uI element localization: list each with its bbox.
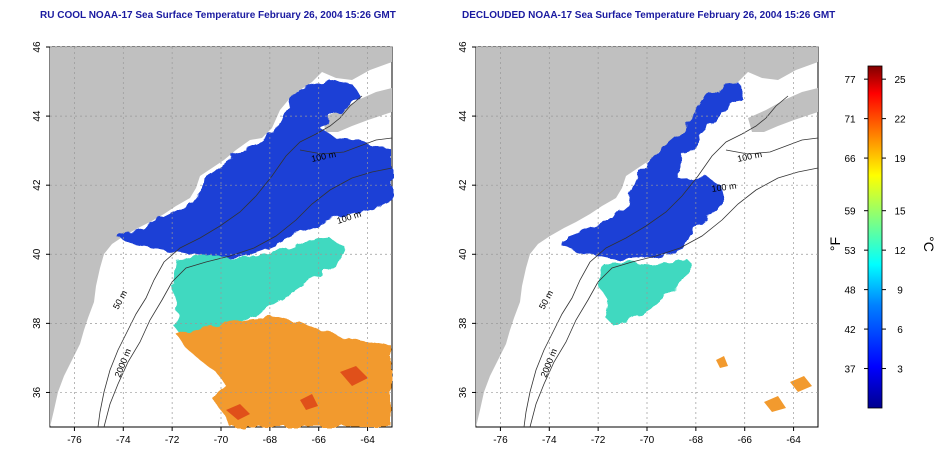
right-sst-warm-spots bbox=[716, 356, 812, 412]
colorbar-c-tick-label: 6 bbox=[897, 325, 903, 336]
left-lat-tick-label: 46 bbox=[32, 41, 43, 53]
colorbar-celsius-label: °C bbox=[921, 236, 937, 252]
right-lon-tick-label: -72 bbox=[591, 435, 606, 446]
left-nova-scotia bbox=[322, 88, 392, 132]
left-lon-tick-label: -66 bbox=[311, 435, 326, 446]
right-lat-tick-label: 44 bbox=[458, 110, 469, 122]
colorbar-c-tick-label: 22 bbox=[894, 115, 906, 126]
right-sst-cool-region bbox=[598, 258, 694, 326]
colorbar-c-tick-label: 15 bbox=[894, 207, 906, 218]
colorbar-gradient bbox=[867, 65, 883, 409]
left-lat-tick-label: 42 bbox=[32, 179, 43, 191]
right-lon-tick-label: -66 bbox=[737, 435, 752, 446]
left-contour-slope bbox=[103, 167, 393, 428]
left-panel-title: RU COOL NOAA-17 Sea Surface Temperature … bbox=[40, 10, 396, 21]
right-contour-label-100m-b: 100 m bbox=[711, 181, 737, 194]
right-lon-tick-label: -68 bbox=[689, 435, 704, 446]
right-sst-cold-region bbox=[560, 84, 742, 260]
colorbar-c-tick-label: 9 bbox=[897, 286, 903, 297]
colorbar-f-tick-label: 37 bbox=[844, 365, 856, 376]
right-contour-gulf bbox=[725, 137, 819, 155]
left-lat-tick-label: 38 bbox=[32, 317, 43, 329]
colorbar-f-tick-label: 59 bbox=[844, 207, 856, 218]
right-lon-tick-label: -74 bbox=[542, 435, 557, 446]
left-lon-tick-label: -68 bbox=[263, 435, 278, 446]
left-sst-warm-region bbox=[178, 316, 392, 427]
left-land-mass bbox=[50, 47, 392, 427]
left-contour-gulf bbox=[299, 137, 393, 155]
right-contour-shelf bbox=[523, 95, 789, 428]
colorbar-c-tick-label: 12 bbox=[894, 246, 906, 257]
right-panel-title: DECLOUDED NOAA-17 Sea Surface Temperatur… bbox=[462, 10, 836, 21]
left-sst-cool-region bbox=[172, 238, 346, 338]
right-nova-scotia bbox=[748, 88, 818, 132]
right-lat-tick-label: 40 bbox=[458, 248, 469, 260]
colorbar-f-tick-label: 66 bbox=[844, 154, 856, 165]
colorbar-f-tick-label: 77 bbox=[844, 75, 856, 86]
right-lon-tick-label: -64 bbox=[786, 435, 801, 446]
right-lat-tick-label: 38 bbox=[458, 317, 469, 329]
colorbar-f-tick-label: 71 bbox=[844, 115, 856, 126]
colorbar: 25 77 22 71 19 66 15 59 12 53 9 48 6 42 3 37 °F °C bbox=[827, 65, 937, 409]
colorbar-f-tick-label: 53 bbox=[844, 246, 856, 257]
colorbar-fahrenheit-label: °F bbox=[827, 237, 843, 251]
left-lon-tick-label: -76 bbox=[67, 435, 82, 446]
right-lon-tick-label: -76 bbox=[493, 435, 508, 446]
left-sst-cold-region bbox=[118, 80, 392, 258]
right-lat-tick-label: 42 bbox=[458, 179, 469, 191]
right-lat-tick-label: 46 bbox=[458, 41, 469, 53]
right-lon-tick-label: -70 bbox=[640, 435, 655, 446]
left-lon-tick-label: -70 bbox=[214, 435, 229, 446]
left-lon-tick-label: -72 bbox=[165, 435, 180, 446]
left-axes: -76 -74 -72 -70 -68 -66 -64 36 38 40 42 44 46 bbox=[32, 41, 392, 446]
left-lon-tick-label: -74 bbox=[116, 435, 131, 446]
colorbar-c-tick-label: 25 bbox=[894, 75, 906, 86]
left-lat-tick-label: 44 bbox=[32, 110, 43, 122]
right-axes: -76 -74 -72 -70 -68 -66 -64 36 38 40 42 44 46 bbox=[458, 41, 818, 446]
colorbar-f-tick-label: 48 bbox=[844, 286, 856, 297]
colorbar-f-tick-label: 42 bbox=[844, 325, 856, 336]
colorbar-c-tick-label: 3 bbox=[897, 365, 903, 376]
left-contour-shelf bbox=[97, 95, 363, 428]
right-contour-slope bbox=[529, 167, 819, 428]
right-land-mass bbox=[476, 47, 818, 427]
left-lon-tick-label: -64 bbox=[360, 435, 375, 446]
left-sst-hot-spots bbox=[226, 366, 368, 420]
left-lat-tick-label: 40 bbox=[32, 248, 43, 260]
left-lat-tick-label: 36 bbox=[32, 386, 43, 398]
right-lat-tick-label: 36 bbox=[458, 386, 469, 398]
colorbar-ticks: 25 77 22 71 19 66 15 59 12 53 9 48 6 42 3 37 bbox=[844, 75, 906, 375]
colorbar-c-tick-label: 19 bbox=[894, 154, 906, 165]
